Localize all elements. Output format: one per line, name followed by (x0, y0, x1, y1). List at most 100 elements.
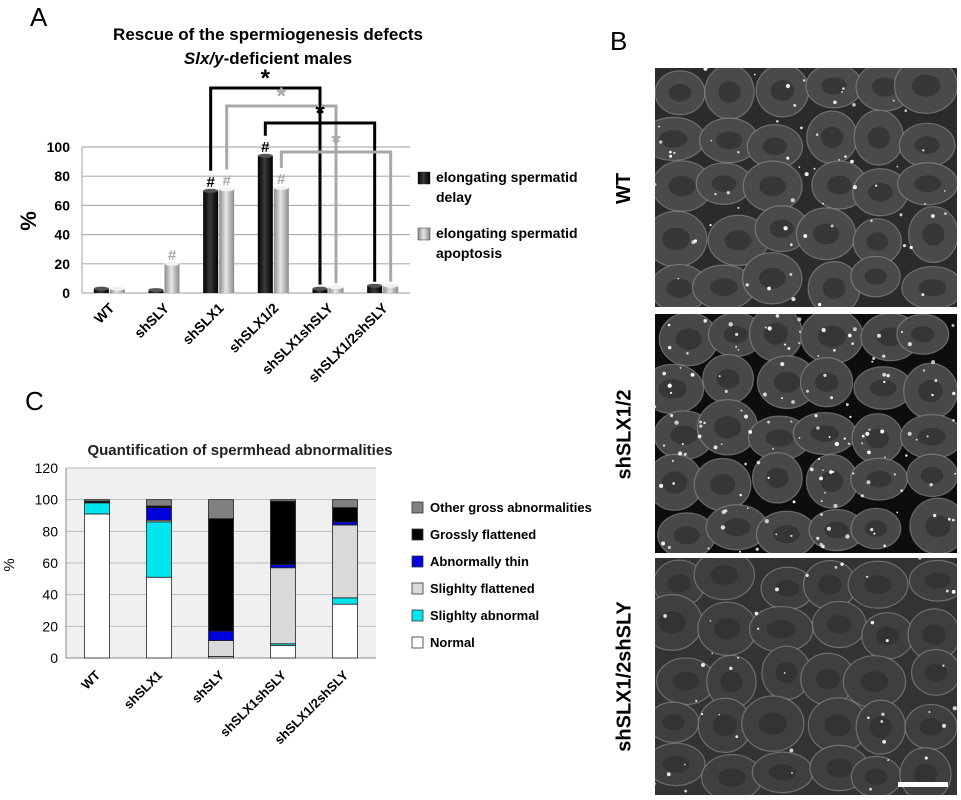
apoptotic-cell (873, 532, 876, 535)
micrograph-label-wt: WT (613, 172, 636, 204)
apoptotic-cell (867, 450, 871, 455)
tubule-lumen (658, 611, 686, 634)
apoptotic-cell (735, 735, 739, 739)
tubule-lumen (712, 714, 737, 737)
apoptotic-cell (677, 277, 680, 280)
apoptotic-cell (870, 219, 873, 222)
apoptotic-cell (772, 448, 774, 450)
apoptotic-cell (669, 154, 673, 158)
apoptotic-cell (934, 379, 938, 382)
chart-c-bar-segment (84, 502, 110, 515)
apoptotic-cell (737, 206, 740, 209)
apoptotic-cell (783, 226, 788, 231)
apoptotic-cell (720, 525, 726, 530)
apoptotic-cell (924, 202, 926, 205)
tubule-lumen (918, 380, 943, 403)
tubule-lumen (772, 525, 800, 544)
apoptotic-cell (659, 140, 663, 144)
chart-c-bar-segment (208, 640, 234, 657)
apoptotic-cell (661, 541, 666, 546)
apoptotic-cell (868, 428, 871, 431)
apoptotic-cell (847, 442, 851, 445)
apoptotic-cell (951, 589, 956, 594)
chart-a-bar-top (164, 261, 180, 266)
apoptotic-cell (728, 322, 733, 327)
apoptotic-cell (832, 470, 835, 474)
apoptotic-cell (804, 172, 809, 177)
tubule-lumen (714, 416, 742, 439)
tubule-lumen (722, 518, 751, 537)
apoptotic-cell (737, 151, 740, 154)
apoptotic-cell (852, 185, 857, 190)
apoptotic-cell (866, 575, 869, 578)
apoptotic-cell (821, 327, 826, 333)
micrograph-shslx1-2shsly (655, 558, 957, 795)
chart-a-xtick: shSLY (131, 299, 173, 341)
apoptotic-cell (842, 87, 845, 91)
apoptotic-cell (783, 672, 786, 674)
apoptotic-cell (828, 436, 831, 438)
chart-c-bar-segment (270, 644, 296, 659)
apoptotic-cell (690, 372, 695, 377)
apoptotic-cell (881, 712, 885, 716)
apoptotic-cell (767, 420, 770, 424)
tubule-lumen (864, 520, 888, 537)
chart-a-legend-label: delay (436, 189, 472, 205)
tubule-lumen (820, 126, 844, 148)
apoptotic-cell (886, 373, 890, 378)
apoptotic-cell (744, 462, 748, 466)
apoptotic-cell (921, 293, 925, 296)
chart-c: Quantification of spermhead abnormalitie… (1, 442, 592, 747)
tubule-lumen (864, 268, 887, 285)
apoptotic-cell (838, 158, 841, 161)
apoptotic-cell (662, 371, 667, 376)
chart-c-ytick: 100 (35, 492, 59, 508)
apoptotic-cell (944, 212, 947, 215)
chart-a-legend-label: elongating spermatid (436, 225, 578, 241)
apoptotic-cell (870, 620, 875, 625)
tubule-lumen (826, 758, 853, 778)
apoptotic-cell (869, 787, 872, 791)
chart-c-legend-swatch (411, 609, 424, 622)
apoptotic-cell (793, 103, 797, 107)
apoptotic-cell (739, 493, 743, 497)
apoptotic-cell (764, 518, 769, 524)
chart-a-hash-mark: # (261, 139, 270, 156)
chart-c-ylabel: % (1, 558, 18, 571)
micrograph-label-shslx1-2shsly: shSLX1/2shSLY (613, 601, 636, 752)
apoptotic-cell (790, 420, 793, 423)
apoptotic-cell (904, 109, 908, 112)
apoptotic-cell (952, 518, 955, 522)
apoptotic-cell (756, 460, 761, 465)
apoptotic-cell (845, 534, 850, 539)
apoptotic-cell (755, 547, 759, 551)
apoptotic-cell (834, 441, 840, 447)
chart-a-bar-top (93, 286, 109, 291)
apoptotic-cell (952, 418, 955, 422)
tubule-lumen (911, 74, 941, 97)
chart-c-ytick: 40 (42, 587, 58, 603)
apoptotic-cell (775, 120, 779, 123)
chart-a-ylabel: % (16, 211, 41, 231)
tubule-lumen (668, 83, 692, 102)
apoptotic-cell (815, 133, 819, 136)
apoptotic-cell (929, 483, 933, 487)
chart-c-bar-segment (208, 518, 234, 632)
apoptotic-cell (861, 434, 865, 438)
apoptotic-cell (737, 349, 740, 351)
tubule-lumen (818, 575, 842, 595)
apoptotic-cell (754, 611, 759, 616)
apoptotic-cell (954, 472, 957, 475)
apoptotic-cell (907, 431, 912, 436)
apoptotic-cell (819, 476, 823, 481)
tubule-lumen (918, 279, 947, 297)
apoptotic-cell (709, 619, 712, 622)
apoptotic-cell (852, 472, 855, 475)
tubule-lumen (925, 514, 951, 538)
apoptotic-cell (655, 405, 657, 408)
tubule-lumen (922, 223, 945, 246)
tubule-lumen (917, 427, 946, 446)
apoptotic-cell (798, 166, 801, 168)
chart-c-legend-label: Other gross abnormalities (430, 500, 592, 515)
apoptotic-cell (887, 759, 890, 762)
